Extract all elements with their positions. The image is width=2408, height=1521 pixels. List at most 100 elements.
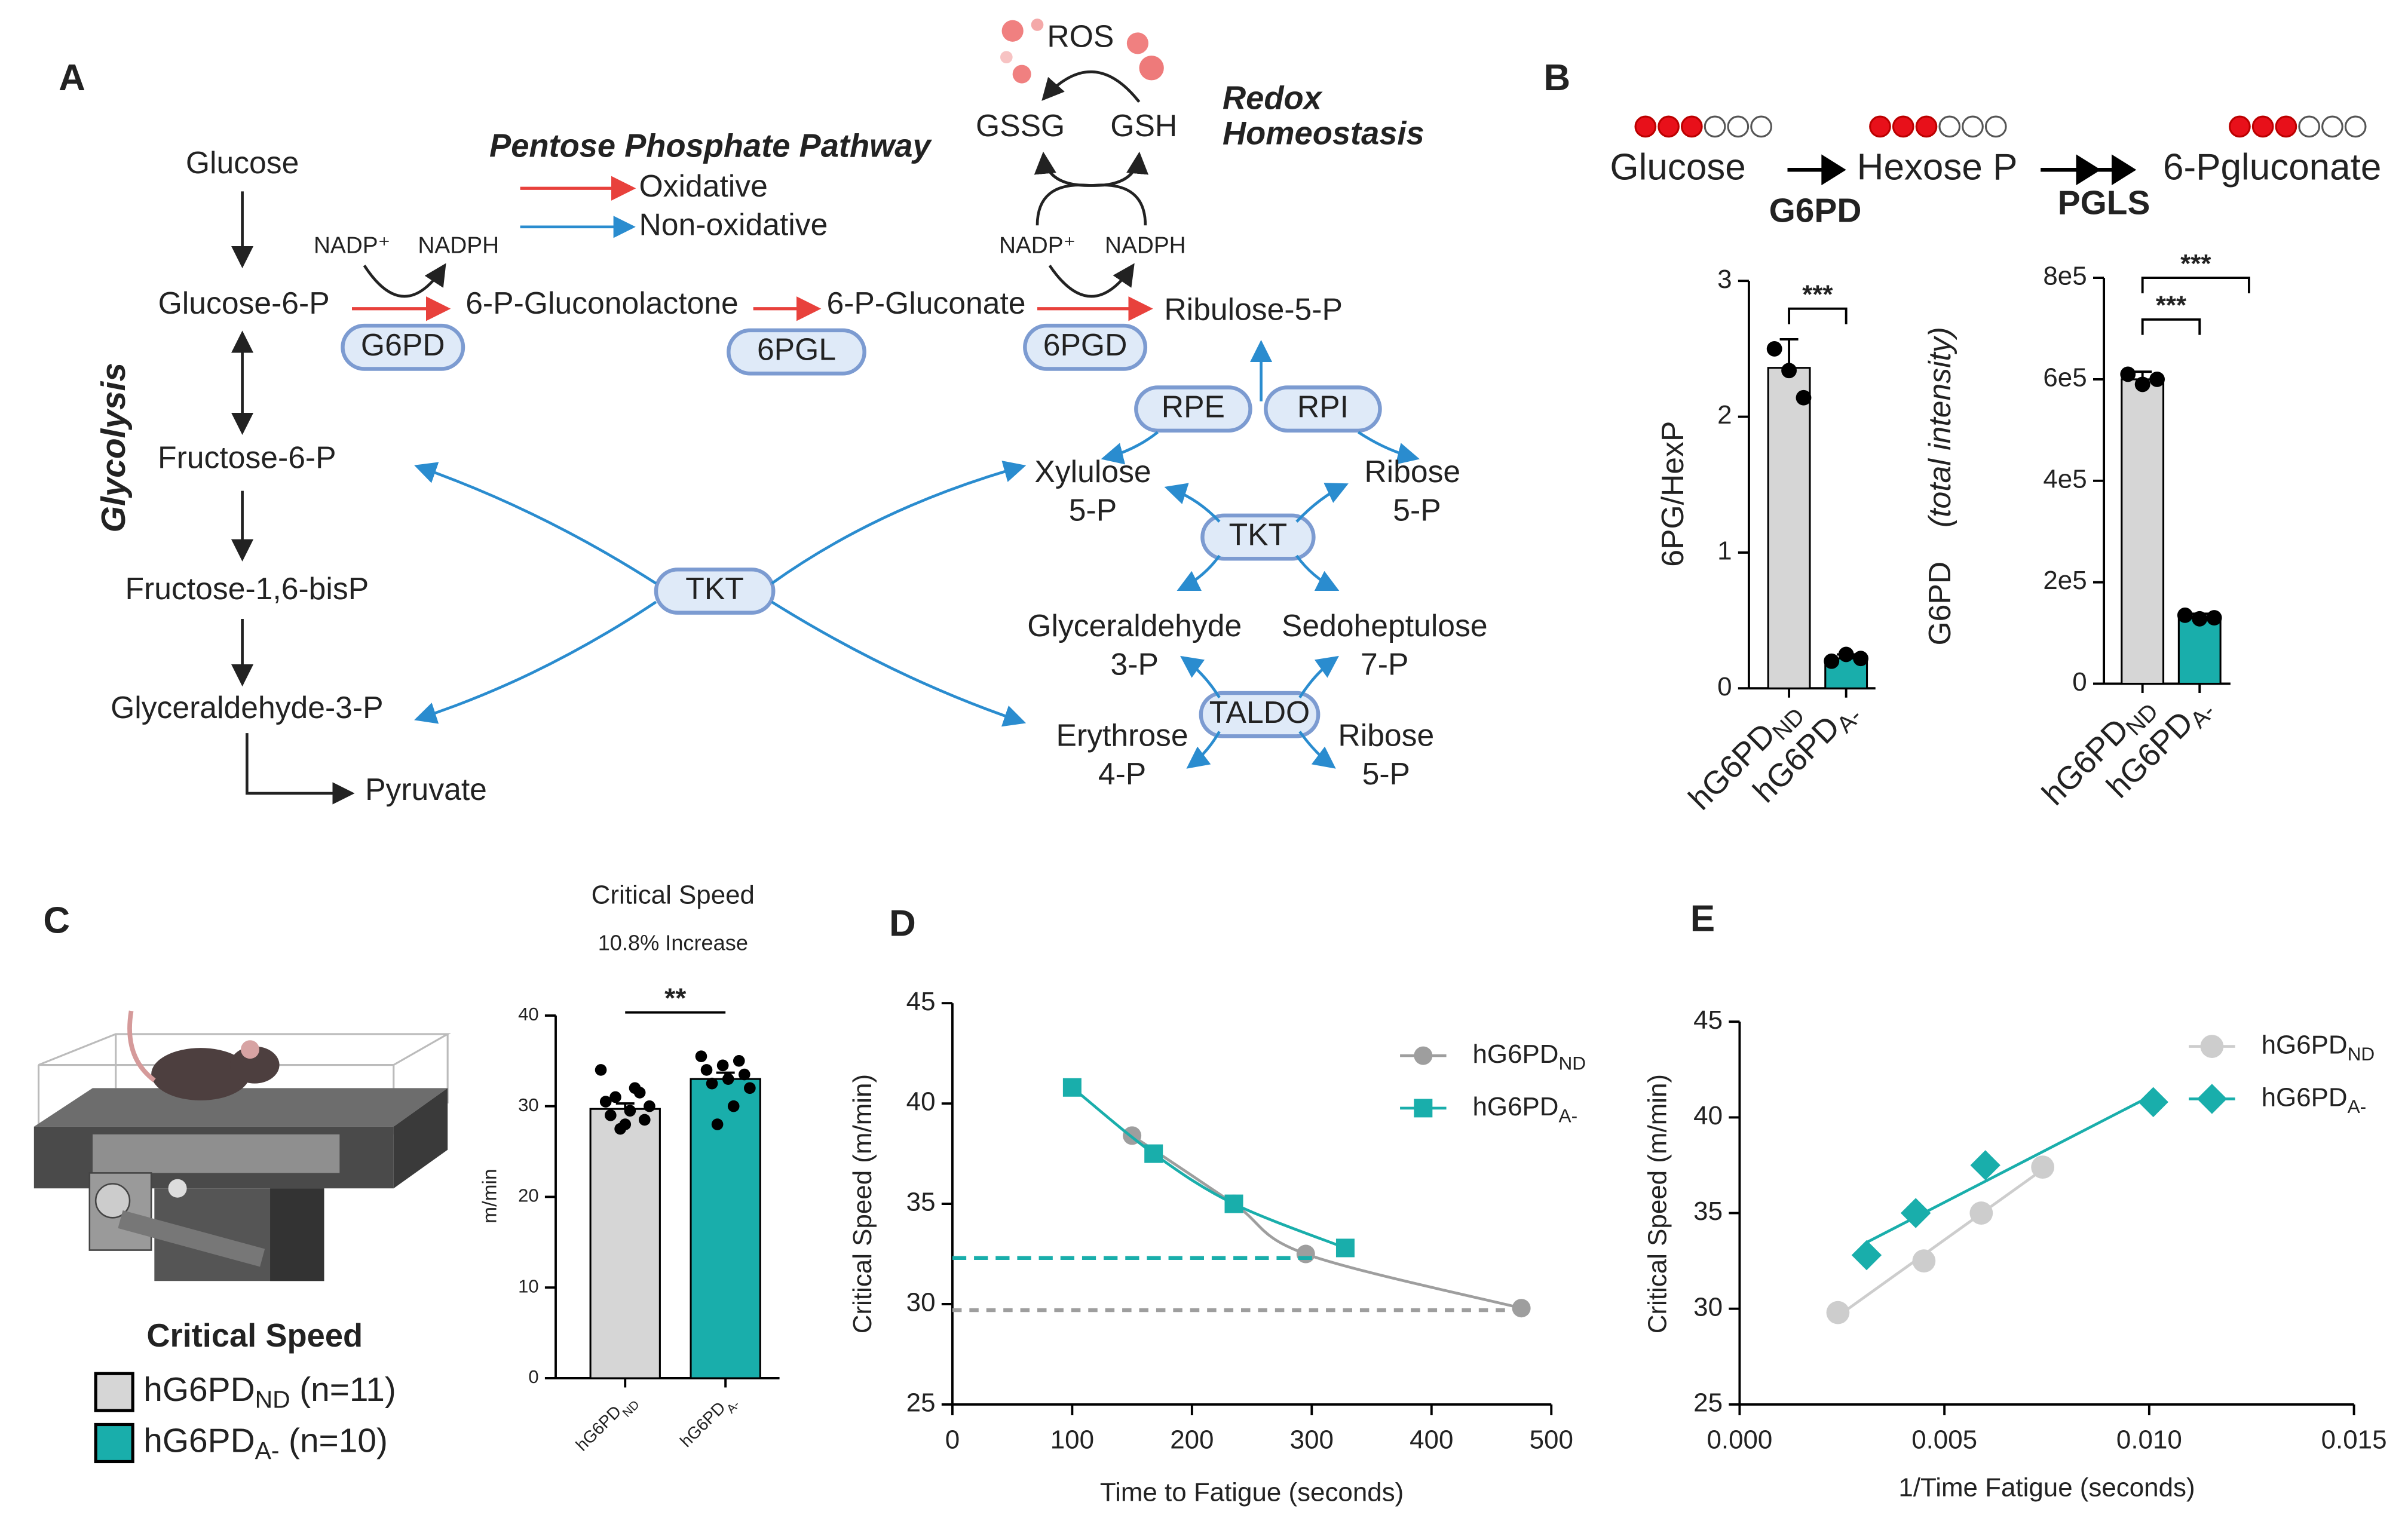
treadmill-illustration: [33, 1010, 452, 1281]
unlabeled-carbon: [1727, 115, 1750, 138]
unlabeled-carbon: [1984, 115, 2007, 138]
data-point: [1296, 1244, 1315, 1264]
data-point: [1851, 1240, 1882, 1271]
arrow: [1035, 151, 1149, 226]
enzyme: RPE: [1162, 389, 1225, 424]
data-point: [1838, 646, 1854, 663]
metabolite: 5-P: [1393, 492, 1441, 527]
y-tick-label: 0: [528, 1366, 538, 1387]
x-tick-label: 0.015: [2321, 1425, 2387, 1454]
legend-title: Critical Speed: [146, 1318, 363, 1354]
data-point: [1766, 341, 1782, 357]
arrow: [1164, 483, 1221, 523]
y-tick-label: 35: [906, 1188, 936, 1217]
subscript: ND: [255, 1386, 290, 1413]
redox-title: Redox: [1223, 80, 1323, 116]
data-point: [638, 1114, 651, 1126]
text-part: hG6PD: [143, 1371, 255, 1409]
significance-label: ***: [1802, 280, 1833, 309]
enzyme-pill: [1264, 385, 1382, 433]
pathway-label: Glycolysis: [95, 363, 133, 532]
legend-label: Oxidative: [639, 168, 768, 203]
metabolite: Hexose P: [1857, 147, 2018, 188]
metabolite: 7-P: [1361, 647, 1408, 682]
metabolite: Glucose: [1610, 147, 1745, 188]
panel-label: B: [1543, 57, 1570, 99]
y-axis-label: Critical Speed (m/min): [1643, 1074, 1672, 1333]
subscript: A-: [255, 1437, 280, 1464]
labeled-carbon: [1658, 115, 1680, 138]
data-point: [2192, 611, 2208, 627]
data-point: [2120, 366, 2136, 382]
data-point: [716, 1059, 729, 1072]
metabolite: 6-P-Gluconolactone: [465, 286, 739, 320]
text-part: G6PD: [1922, 562, 1956, 646]
unlabeled-carbon: [1704, 115, 1726, 138]
data-point: [1970, 1150, 2000, 1180]
metabolite: Glyceraldehyde-3-P: [111, 690, 384, 725]
data-point: [2149, 372, 2165, 387]
labeled-carbon: [1915, 115, 1938, 138]
ros-bubbles: [1000, 19, 1164, 84]
legend-swatch: [94, 1422, 134, 1464]
arrow: [1180, 655, 1221, 698]
chart-title: Critical Speed: [592, 881, 755, 910]
y-tick-label: 30: [518, 1094, 538, 1115]
fit-curve: [1071, 1086, 1346, 1250]
data-point: [727, 1100, 740, 1112]
data-point: [722, 1073, 734, 1085]
panel-label: A: [59, 57, 85, 99]
labeled-carbon: [2275, 115, 2297, 138]
significance-label: **: [664, 982, 687, 1013]
arrow: [1186, 731, 1221, 769]
data-point: [711, 1118, 724, 1130]
metabolite: Erythrose: [1056, 718, 1188, 753]
bar: [1767, 367, 1811, 689]
data-point: [1912, 1249, 1936, 1273]
legend-marker: [1414, 1046, 1433, 1065]
enzyme-pill: [1199, 691, 1321, 738]
data-point: [595, 1064, 607, 1076]
arrow: [771, 461, 1027, 585]
data-point: [1781, 363, 1797, 379]
data-point: [1824, 653, 1840, 669]
metabolite: Ribose: [1364, 454, 1460, 489]
legend-marker: [2200, 1035, 2224, 1058]
data-point: [624, 1105, 636, 1117]
y-tick-label: 40: [1693, 1101, 1723, 1130]
arrow: [1295, 483, 1349, 523]
data-point: [2177, 607, 2193, 623]
data-point: [1826, 1301, 1850, 1324]
metabolite: Glyceraldehyde: [1027, 608, 1242, 643]
text-part: hG6PD: [676, 1398, 729, 1451]
arrow: [1295, 554, 1340, 591]
fit-line: [1837, 1168, 2044, 1317]
metabolite: 6-Pgluconate: [2163, 147, 2381, 188]
significance-label: ***: [2180, 249, 2211, 278]
labeled-carbon: [1634, 115, 1657, 138]
metabolite: 5-P: [1362, 756, 1410, 791]
text-part: hG6PD: [572, 1402, 624, 1454]
legend-label: hG6PDND: [2262, 1030, 2375, 1065]
data-point: [700, 1064, 713, 1076]
bar: [690, 1078, 761, 1379]
enzyme: G6PD: [1769, 192, 1862, 230]
data-point: [1969, 1201, 1993, 1225]
significance-bracket: [2141, 277, 2250, 293]
y-axis-label: 6PG/HexP: [1655, 421, 1690, 567]
redox-species: ROS: [1047, 19, 1114, 53]
arrow: [1048, 263, 1135, 298]
enzyme: 6PGL: [757, 332, 836, 367]
data-point: [609, 1091, 621, 1103]
metabolite: 3-P: [1111, 647, 1159, 682]
metabolite: 6-P-Gluconate: [826, 286, 1025, 320]
arrow: [414, 462, 657, 585]
y-tick-label: 30: [906, 1288, 936, 1317]
data-point: [2206, 610, 2222, 625]
metabolite: 4-P: [1098, 756, 1146, 791]
y-tick-label: 40: [906, 1087, 936, 1117]
x-tick-label: 400: [1410, 1425, 1453, 1454]
x-tick-label: 500: [1530, 1425, 1573, 1454]
